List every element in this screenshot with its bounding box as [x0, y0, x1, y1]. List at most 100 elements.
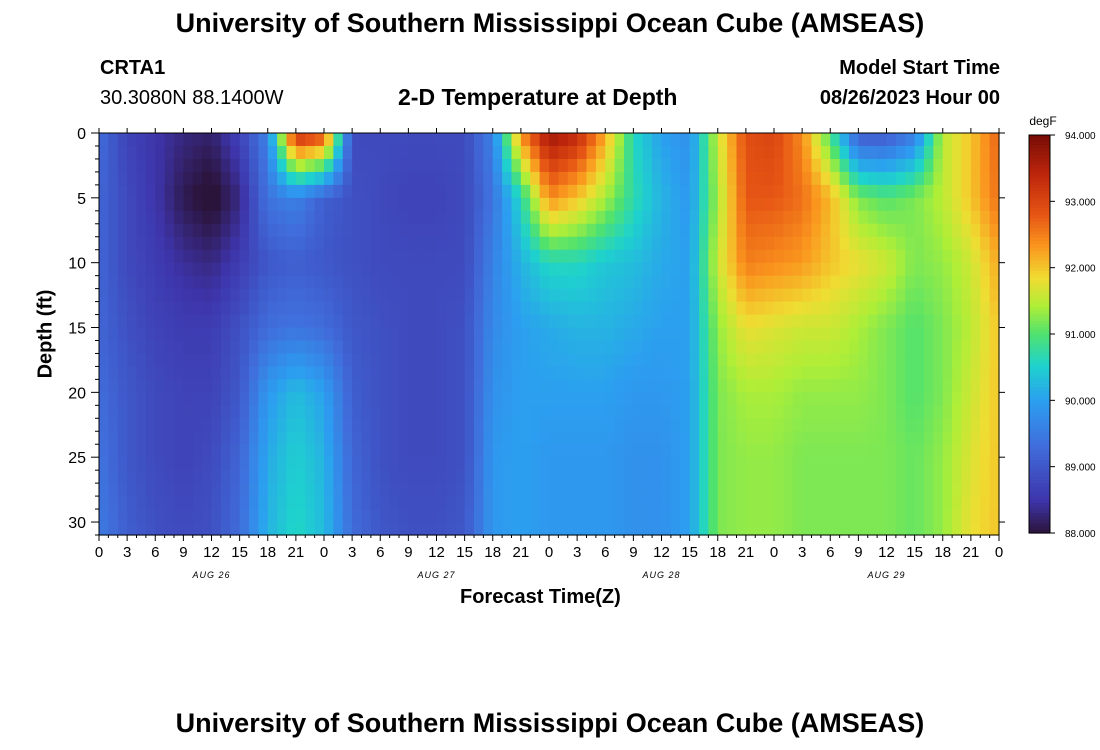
heatmap-cell	[483, 158, 494, 173]
heatmap-cell	[183, 262, 194, 277]
heatmap-cell	[783, 223, 794, 238]
heatmap-cell	[117, 327, 128, 342]
colorbar-segment	[1029, 300, 1050, 305]
heatmap-cell	[661, 379, 672, 393]
heatmap-cell	[352, 314, 363, 329]
heatmap-cell	[286, 158, 297, 173]
heatmap-cell	[708, 392, 719, 406]
heatmap-cell	[661, 522, 672, 536]
heatmap-cell	[436, 314, 447, 329]
heatmap-cell	[811, 236, 822, 251]
heatmap-cell	[624, 184, 634, 199]
heatmap-cell	[595, 314, 606, 329]
heatmap-cell	[474, 444, 484, 458]
heatmap-cell	[239, 392, 250, 406]
heatmap-cell	[886, 522, 897, 536]
heatmap-cell	[877, 366, 888, 380]
heatmap-cell	[230, 171, 241, 186]
heatmap-cell	[811, 431, 822, 445]
heatmap-cell	[99, 262, 109, 277]
heatmap-cell	[117, 288, 128, 303]
heatmap-cell	[408, 340, 419, 355]
heatmap-cell	[989, 431, 1000, 445]
heatmap-cell	[174, 327, 184, 342]
heatmap-cell	[755, 418, 766, 432]
heatmap-cell	[258, 249, 269, 264]
colorbar-segment	[1029, 400, 1050, 405]
heatmap-cell	[755, 379, 766, 393]
heatmap-cell	[174, 418, 184, 432]
heatmap-cell	[249, 457, 259, 471]
heatmap-cell	[586, 431, 597, 445]
heatmap-cell	[952, 288, 963, 303]
heatmap-cell	[539, 288, 550, 303]
heatmap-cell	[502, 431, 513, 445]
heatmap-cell	[324, 249, 334, 264]
heatmap-cell	[258, 418, 269, 432]
heatmap-cell	[295, 327, 306, 342]
heatmap-cell	[699, 223, 709, 238]
heatmap-cell	[136, 431, 147, 445]
heatmap-cell	[352, 522, 363, 536]
heatmap-cell	[155, 366, 166, 380]
heatmap-cell	[127, 262, 138, 277]
heatmap-cell	[802, 392, 813, 406]
heatmap-cell	[249, 145, 259, 160]
heatmap-cell	[745, 171, 756, 186]
x-tick-label: 6	[826, 544, 834, 561]
heatmap-cell	[361, 366, 372, 380]
heatmap-cell	[877, 262, 888, 277]
heatmap-cell	[905, 133, 916, 147]
heatmap-cell	[867, 223, 878, 238]
heatmap-cell	[933, 522, 944, 536]
heatmap-cell	[558, 444, 569, 458]
colorbar-segment	[1029, 466, 1050, 471]
heatmap-cell	[464, 470, 475, 484]
heatmap-cell	[108, 366, 119, 380]
heatmap-cell	[811, 405, 822, 419]
heatmap-cell	[820, 405, 831, 419]
heatmap-cell	[492, 483, 503, 497]
heatmap-cell	[108, 249, 119, 264]
heatmap-cell	[314, 392, 325, 406]
heatmap-cell	[727, 470, 738, 484]
heatmap-cell	[652, 496, 663, 510]
heatmap-cell	[774, 470, 784, 484]
heatmap-cell	[417, 405, 428, 419]
heatmap-cell	[989, 314, 1000, 329]
heatmap-cell	[539, 509, 550, 523]
heatmap-cell	[633, 392, 644, 406]
heatmap-cell	[511, 275, 522, 290]
colorbar-segment	[1029, 506, 1050, 511]
heatmap-cell	[145, 133, 156, 147]
heatmap-cell	[745, 340, 756, 355]
heatmap-cell	[942, 262, 953, 277]
colorbar-segment	[1029, 264, 1050, 269]
heatmap-cell	[820, 431, 831, 445]
heatmap-cell	[127, 405, 138, 419]
heatmap-cell	[755, 262, 766, 277]
heatmap-cell	[680, 288, 691, 303]
heatmap-cell	[736, 483, 747, 497]
heatmap-cell	[174, 483, 184, 497]
heatmap-cell	[417, 210, 428, 225]
heatmap-cell	[708, 301, 719, 316]
heatmap-cell	[595, 431, 606, 445]
heatmap-cell	[492, 133, 503, 147]
heatmap-cell	[924, 353, 934, 368]
heatmap-cell	[783, 327, 794, 342]
heatmap-cell	[849, 340, 859, 355]
heatmap-cell	[858, 483, 869, 497]
heatmap-cell	[370, 418, 381, 432]
heatmap-cell	[745, 418, 756, 432]
heatmap-cell	[145, 405, 156, 419]
colorbar-segment	[1029, 247, 1050, 252]
heatmap-cell	[933, 210, 944, 225]
heatmap-cell	[558, 288, 569, 303]
heatmap-cell	[483, 197, 494, 212]
heatmap-cell	[652, 509, 663, 523]
heatmap-cell	[595, 509, 606, 523]
heatmap-cell	[558, 392, 569, 406]
heatmap-cell	[727, 288, 738, 303]
heatmap-cell	[595, 353, 606, 368]
